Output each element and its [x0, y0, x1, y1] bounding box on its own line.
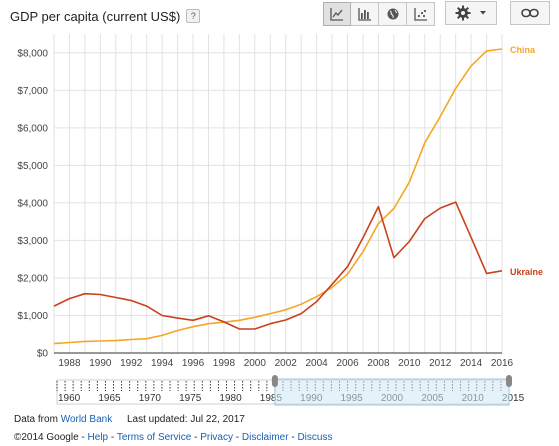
google-footer: ©2014 Google - Help - Terms of Service -… [14, 432, 333, 443]
timeline-label: 1980 [219, 393, 242, 404]
series-line-ukraine [53, 201, 503, 330]
link-button[interactable] [510, 1, 550, 25]
y-tick-label: $0 [37, 349, 49, 360]
bar-chart-icon [357, 8, 371, 21]
y-tick-label: $5,000 [17, 161, 48, 172]
x-tick-label: 2002 [275, 358, 298, 369]
privacy-link[interactable]: Privacy [200, 432, 233, 443]
y-tick-label: $3,000 [17, 236, 48, 247]
title-row: GDP per capita (current US$) ? [10, 4, 201, 28]
timeline-handle-left[interactable] [271, 375, 278, 387]
y-tick-label: $2,000 [17, 273, 48, 284]
x-tick-label: 2000 [244, 358, 267, 369]
chart-type-toolbar [323, 1, 435, 27]
gear-icon [455, 5, 471, 21]
x-tick-label: 2006 [336, 358, 359, 369]
x-tick-label: 2008 [367, 358, 390, 369]
map-icon [387, 8, 398, 20]
chart-title: GDP per capita (current US$) [10, 8, 181, 24]
x-tick-label: 2016 [491, 358, 514, 369]
x-axis-ticks: 1988 1990 1992 1994 1996 1998 2000 2002 2004 2006… [58, 358, 513, 369]
timeline-label: 1975 [179, 393, 202, 404]
scatter-icon [413, 8, 427, 21]
disclaimer-link[interactable]: Disclaimer [241, 432, 289, 443]
bar-chart-button[interactable] [351, 2, 379, 26]
timeline-label: 1965 [98, 393, 121, 404]
help-button[interactable]: ? [186, 9, 201, 23]
x-tick-label: 1998 [213, 358, 236, 369]
data-source-line: Data from World Bank Last updated: Jul 2… [14, 414, 245, 425]
y-axis-ticks: $0 $1,000 $2,000 $3,000 $4,000 $5,000 $6,000 $7… [17, 48, 48, 359]
line-chart-button[interactable] [323, 2, 351, 26]
x-tick-label: 2014 [460, 358, 483, 369]
timeline-label: 1960 [58, 393, 81, 404]
y-tick-label: $7,000 [17, 86, 48, 97]
chevron-down-icon [480, 11, 486, 15]
help-link[interactable]: Help [87, 432, 109, 443]
world-bank-link[interactable]: World Bank [60, 414, 113, 425]
terms-link[interactable]: Terms of Service [116, 432, 192, 443]
timeline-slider: 1960196519701975198019851990199520002005… [56, 375, 525, 406]
copyright: ©2014 Google - [14, 432, 85, 443]
x-tick-label: 1994 [151, 358, 174, 369]
x-tick-label: 1988 [58, 358, 81, 369]
series-line-china [53, 48, 503, 345]
x-tick-label: 2004 [305, 358, 328, 369]
timeline-label: 1985 [260, 393, 283, 404]
series-label-ukraine: Ukraine [510, 267, 543, 277]
settings-button[interactable] [445, 1, 497, 25]
y-tick-label: $1,000 [17, 311, 48, 322]
chart-area: $0 $1,000 $2,000 $3,000 $4,000 $5,000 $6,000 $7… [17, 34, 543, 406]
timeline-selection[interactable] [274, 378, 510, 406]
timeline-label: 2015 [502, 393, 525, 404]
map-button[interactable] [379, 2, 407, 26]
x-tick-label: 2010 [398, 358, 421, 369]
scatter-button[interactable] [407, 2, 435, 26]
x-tick-label: 1990 [89, 358, 112, 369]
timeline-handle-right[interactable] [506, 375, 512, 387]
discuss-link[interactable]: Discuss [297, 432, 333, 443]
grid [53, 34, 503, 354]
link-icon [521, 8, 539, 18]
last-updated: Last updated: Jul 22, 2017 [126, 414, 245, 425]
timeline-label: 1970 [139, 393, 162, 404]
series-lines: China Ukraine [53, 45, 543, 345]
x-tick-label: 1996 [182, 358, 205, 369]
y-tick-label: $6,000 [17, 123, 48, 134]
data-from-label: Data from [14, 414, 58, 425]
x-tick-label: 1992 [120, 358, 143, 369]
x-tick-label: 2012 [429, 358, 452, 369]
y-tick-label: $4,000 [17, 198, 48, 209]
series-label-china: China [510, 45, 536, 55]
y-tick-label: $8,000 [17, 48, 48, 59]
line-chart-icon [330, 8, 343, 21]
